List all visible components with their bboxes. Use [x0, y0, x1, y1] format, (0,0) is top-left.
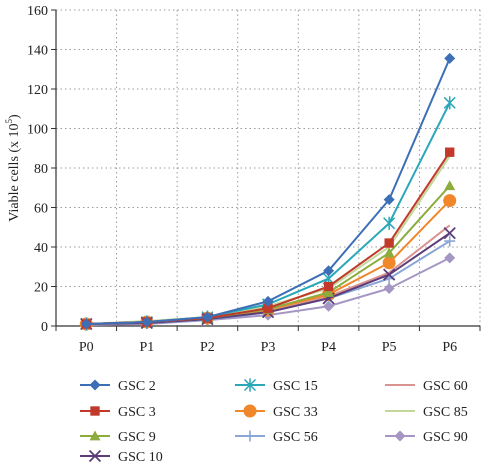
data-point-marker [383, 194, 395, 206]
y-tick-label: 120 [27, 83, 48, 98]
data-point-marker [384, 238, 394, 248]
series-lines [79, 52, 457, 331]
data-point-marker [445, 147, 455, 157]
legend-label: GSC 15 [273, 379, 318, 394]
data-point-marker [323, 265, 335, 277]
y-tick-label: 100 [27, 123, 48, 138]
data-point-marker [262, 295, 274, 307]
series-line [86, 57, 451, 326]
data-point-marker [443, 96, 456, 110]
legend-item: GSC 90 [385, 430, 468, 445]
data-point-marker [263, 303, 273, 313]
series-gsc-2 [80, 52, 456, 330]
data-point-marker [201, 311, 213, 323]
legend-item: GSC 2 [80, 379, 156, 394]
y-tick-label: 80 [34, 162, 48, 177]
y-tick-label: 40 [34, 241, 48, 256]
legend-item: GSC 15 [235, 378, 318, 394]
axes [51, 9, 481, 331]
legend-label: GSC 3 [118, 405, 156, 420]
legend-item: GSC 10 [80, 449, 163, 465]
y-tick-label: 140 [27, 44, 48, 59]
x-tick-label: P2 [200, 340, 215, 355]
y-axis-label-text: Viable cells (x 10 [7, 123, 22, 221]
data-point-marker [383, 268, 396, 281]
x-tick-label: P4 [321, 340, 336, 355]
data-point-marker [444, 235, 456, 247]
y-tick-label: 60 [34, 202, 48, 217]
data-point-marker [323, 281, 334, 292]
legend-label: GSC 60 [423, 379, 468, 394]
x-tick-label: P5 [382, 340, 397, 355]
data-point-marker [89, 379, 101, 391]
legend-label: GSC 10 [118, 450, 163, 465]
legend-item: GSC 85 [385, 405, 468, 420]
data-point-marker [243, 404, 257, 418]
y-axis-label: Viable cells (x 105) [4, 114, 22, 222]
y-tick-labels: 0 20 40 60 80 100 120 140 160 [27, 4, 48, 335]
data-point-marker [323, 286, 335, 297]
legend: GSC 2 GSC 3 GSC 9 GSC 10 GSC 15 GSC 33 GSC 56 G… [80, 378, 468, 465]
x-tick-label: P6 [442, 340, 457, 355]
legend-item: GSC 3 [80, 405, 156, 420]
data-point-marker [80, 318, 92, 330]
data-point-marker [443, 194, 457, 208]
legend-label: GSC 85 [423, 405, 468, 420]
series-line [86, 102, 451, 326]
series-gsc-15 [80, 96, 456, 331]
data-point-marker [243, 378, 257, 392]
data-point-marker [443, 227, 456, 240]
data-point-marker [90, 406, 100, 416]
data-point-marker [89, 430, 101, 441]
legend-label: GSC 90 [423, 430, 468, 445]
data-point-marker [382, 256, 396, 270]
data-point-marker [444, 52, 456, 64]
y-tick-label: 160 [27, 4, 48, 19]
data-point-marker [244, 430, 256, 442]
data-point-marker [444, 252, 456, 264]
legend-label: GSC 9 [118, 430, 156, 445]
data-point-marker [88, 449, 102, 463]
x-tick-labels: P0 P1 P2 P3 P4 P5 P6 [79, 340, 457, 355]
data-point-marker [323, 300, 335, 312]
legend-item: GSC 33 [235, 404, 318, 420]
y-axis-label-close: ) [7, 114, 22, 119]
gridlines [56, 9, 481, 326]
data-point-marker [141, 316, 153, 328]
legend-label: GSC 56 [273, 430, 318, 445]
data-point-marker [383, 282, 395, 294]
data-point-marker [383, 247, 395, 258]
legend-label: GSC 2 [118, 379, 156, 394]
data-point-marker [444, 180, 456, 191]
data-point-marker [383, 216, 396, 230]
legend-item: GSC 60 [385, 379, 468, 394]
legend-label: GSC 33 [273, 405, 318, 420]
x-tick-label: P3 [261, 340, 276, 355]
legend-item: GSC 56 [235, 430, 318, 445]
data-point-marker [394, 430, 406, 442]
y-tick-label: 0 [41, 320, 48, 335]
legend-item: GSC 9 [80, 430, 156, 445]
x-tick-label: P1 [139, 340, 154, 355]
x-tick-label: P0 [79, 340, 94, 355]
y-tick-label: 20 [34, 281, 48, 296]
y-axis-label-exponent: 5 [4, 118, 14, 123]
